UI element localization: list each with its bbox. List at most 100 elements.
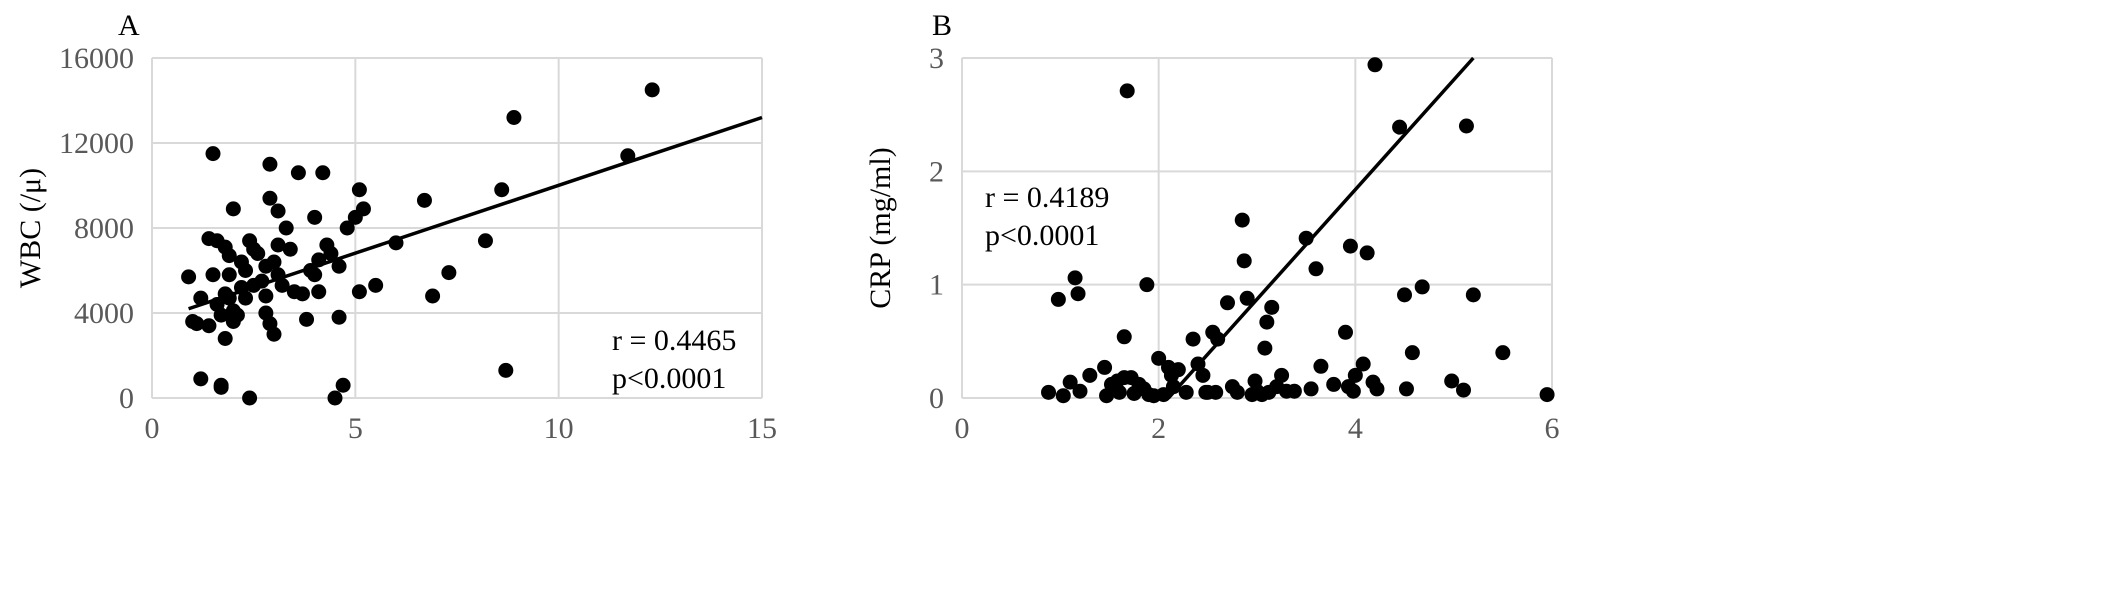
data-point bbox=[1050, 291, 1066, 307]
data-point bbox=[1041, 384, 1057, 400]
data-point bbox=[270, 203, 286, 219]
data-point bbox=[1062, 374, 1078, 390]
data-point bbox=[1369, 381, 1385, 397]
data-point bbox=[368, 277, 384, 293]
data-point bbox=[290, 165, 306, 181]
data-point bbox=[242, 390, 258, 406]
data-point bbox=[294, 286, 310, 302]
x-tick-label: 6 bbox=[1545, 412, 1560, 445]
data-point bbox=[1234, 212, 1250, 228]
data-point bbox=[1195, 367, 1211, 383]
data-point bbox=[1072, 383, 1088, 399]
data-point bbox=[217, 331, 233, 346]
data-point bbox=[266, 326, 282, 342]
data-point bbox=[1355, 356, 1371, 372]
data-point bbox=[250, 246, 266, 261]
data-point bbox=[1338, 324, 1353, 340]
data-point bbox=[225, 201, 241, 217]
data-point bbox=[441, 265, 457, 281]
data-point bbox=[1342, 238, 1358, 254]
data-point bbox=[1313, 358, 1329, 374]
y-tick-label: 16000 bbox=[59, 42, 134, 75]
data-point bbox=[1398, 381, 1414, 397]
data-point bbox=[1097, 359, 1113, 375]
data-point bbox=[1178, 384, 1194, 400]
data-point bbox=[335, 377, 351, 393]
data-point bbox=[1392, 119, 1408, 135]
data-point bbox=[1458, 118, 1474, 134]
data-point bbox=[238, 290, 254, 306]
data-point bbox=[262, 190, 278, 206]
data-point bbox=[181, 269, 197, 285]
data-point bbox=[238, 263, 254, 278]
data-point bbox=[1208, 384, 1224, 400]
p-value: p<0.0001 bbox=[612, 362, 726, 395]
data-point bbox=[1539, 387, 1555, 403]
data-point bbox=[494, 182, 510, 198]
data-point bbox=[189, 316, 205, 332]
data-point bbox=[1308, 261, 1324, 277]
data-point bbox=[1274, 367, 1290, 383]
data-point bbox=[1170, 362, 1186, 378]
data-point bbox=[1236, 253, 1252, 269]
data-point bbox=[299, 311, 315, 327]
x-tick-label: 10 bbox=[544, 412, 574, 445]
data-point bbox=[1119, 83, 1135, 99]
data-point bbox=[1345, 383, 1361, 399]
y-tick-label: 1 bbox=[929, 269, 944, 302]
data-point bbox=[1259, 314, 1275, 330]
data-point bbox=[1414, 279, 1430, 295]
data-point bbox=[416, 192, 432, 208]
trendline bbox=[188, 115, 763, 311]
data-point bbox=[1229, 384, 1245, 400]
data-point bbox=[1264, 299, 1280, 315]
data-point bbox=[1397, 287, 1412, 303]
data-point bbox=[506, 110, 522, 125]
panel-label: A bbox=[118, 9, 140, 42]
y-tick-label: 0 bbox=[929, 382, 944, 415]
y-tick-label: 2 bbox=[929, 155, 944, 188]
data-point bbox=[274, 277, 290, 293]
data-point bbox=[1067, 270, 1083, 286]
data-point bbox=[205, 267, 221, 283]
data-point bbox=[1070, 286, 1086, 302]
data-point bbox=[1347, 367, 1363, 383]
data-point bbox=[425, 288, 441, 304]
data-point bbox=[351, 284, 367, 300]
x-tick-label: 15 bbox=[747, 412, 777, 445]
data-point bbox=[1465, 287, 1481, 303]
x-tick-label: 2 bbox=[1151, 412, 1166, 445]
data-point bbox=[1111, 384, 1127, 400]
data-point bbox=[307, 209, 323, 225]
data-point bbox=[477, 233, 493, 249]
data-point bbox=[323, 246, 339, 261]
data-point bbox=[1326, 376, 1342, 392]
y-axis-title: CRP (mg/ml) bbox=[864, 147, 897, 308]
correlation-coefficient: r = 0.4465 bbox=[612, 324, 736, 357]
data-point bbox=[331, 258, 347, 274]
y-tick-label: 4000 bbox=[74, 297, 134, 330]
data-point bbox=[270, 237, 286, 253]
data-point bbox=[266, 254, 282, 270]
data-point bbox=[213, 379, 229, 395]
data-point bbox=[1367, 57, 1383, 73]
data-point bbox=[1210, 331, 1226, 347]
data-point bbox=[1495, 345, 1511, 361]
data-point bbox=[221, 267, 237, 283]
data-point bbox=[221, 248, 237, 264]
data-point bbox=[1151, 350, 1167, 366]
x-tick-label: 5 bbox=[348, 412, 363, 445]
y-tick-label: 3 bbox=[929, 42, 944, 75]
data-point bbox=[339, 220, 355, 236]
p-value: p<0.0001 bbox=[985, 219, 1099, 252]
data-point bbox=[1404, 345, 1420, 361]
data-point bbox=[1099, 388, 1115, 404]
data-point bbox=[498, 362, 514, 378]
data-point bbox=[213, 307, 229, 323]
data-point bbox=[1359, 245, 1375, 261]
data-point bbox=[351, 182, 367, 198]
trendline bbox=[1167, 56, 1475, 400]
data-point bbox=[355, 201, 371, 217]
